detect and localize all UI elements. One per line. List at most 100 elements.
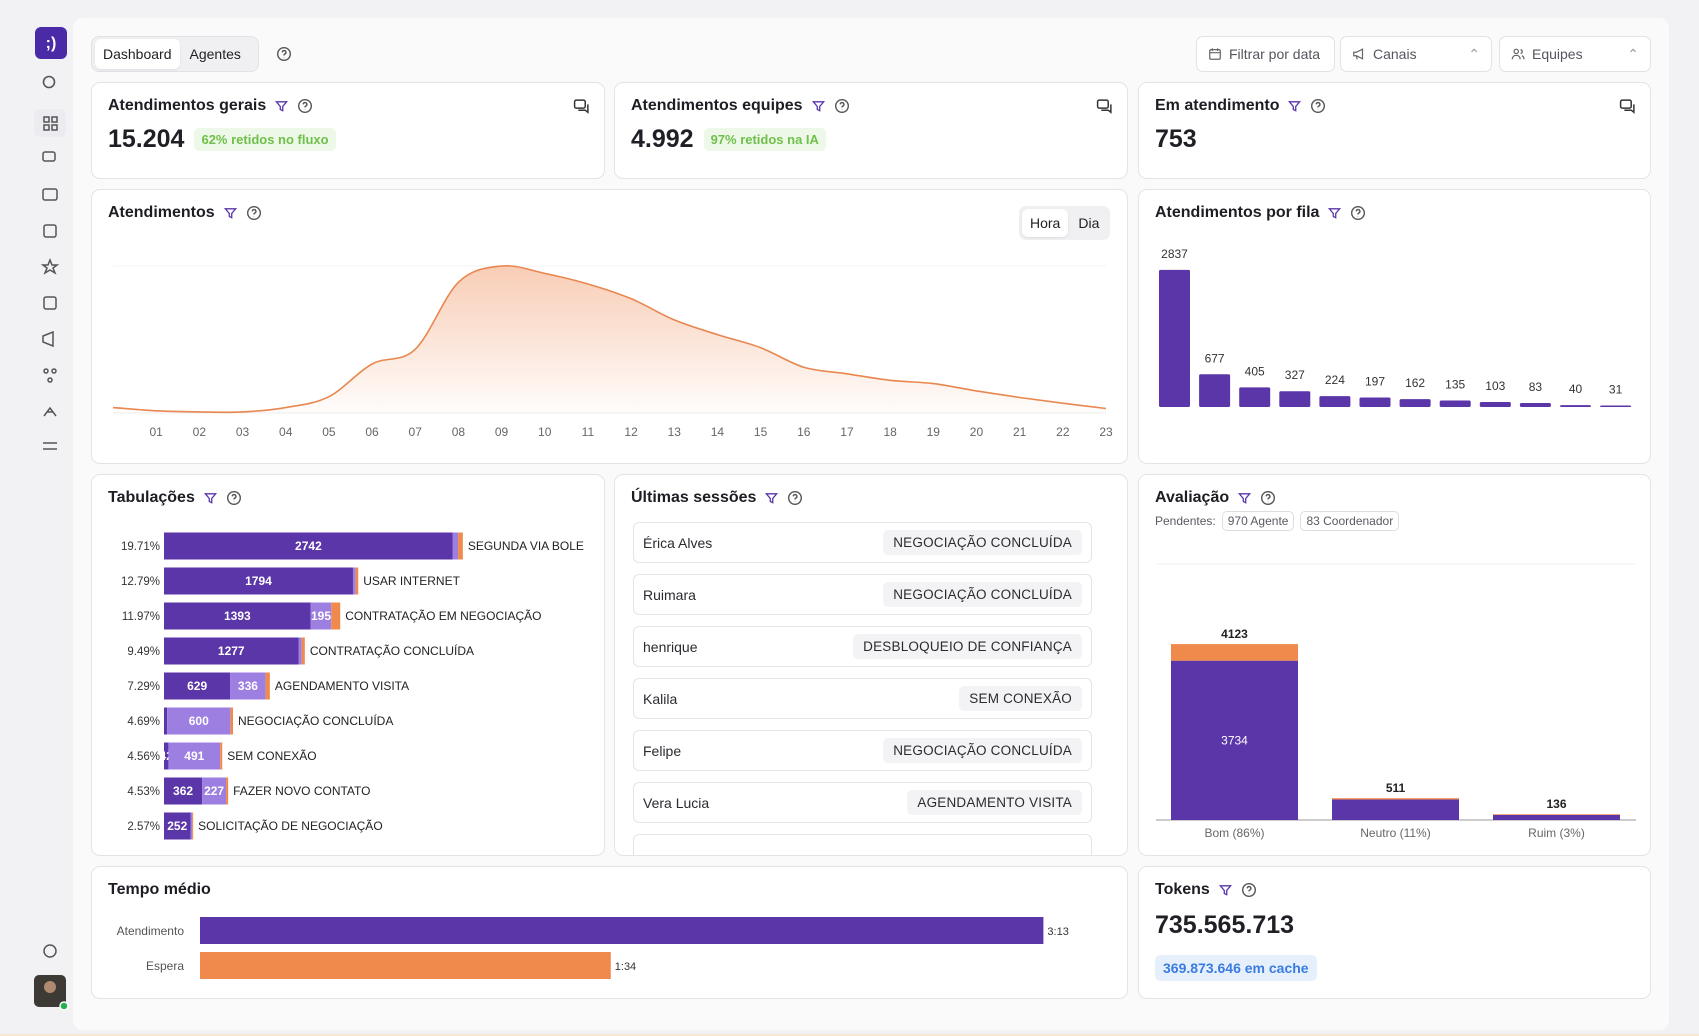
- head: [1513, 48, 1520, 55]
- bar: [1159, 269, 1190, 407]
- hbar-chart: Atendimento 3:13 Espera 1:34: [117, 917, 1069, 979]
- kpi-value: 753: [1155, 125, 1197, 153]
- nav-reports[interactable]: [43, 296, 57, 310]
- session-row[interactable]: Felipe NEGOCIAÇÃO CONCLUÍDA: [633, 730, 1092, 771]
- data-label: 162: [1405, 376, 1425, 390]
- chat-icon[interactable]: [573, 98, 590, 115]
- kpi-badge: 62% retidos no fluxo: [194, 128, 336, 151]
- view-tabs: Dashboard Agentes: [91, 36, 259, 72]
- filter-icon[interactable]: [223, 206, 238, 221]
- teams-select[interactable]: Equipes ⌃: [1499, 36, 1651, 72]
- filter-icon[interactable]: [203, 491, 218, 506]
- help-icon[interactable]: [1310, 98, 1326, 114]
- nav-settings[interactable]: [43, 442, 57, 450]
- card-title: Tempo médio: [108, 881, 211, 898]
- help-icon[interactable]: [297, 98, 313, 114]
- chart-card: 01 02 03 04 05 06 07 08 09 10 11 12 13 14 15 16 17 18 19 20…: [91, 189, 1128, 464]
- kpi-value: 4.992: [631, 125, 694, 153]
- help-mark: [1265, 493, 1271, 502]
- filter-icon[interactable]: [811, 99, 826, 114]
- channels-select[interactable]: Canais ⌃: [1340, 36, 1492, 72]
- category-label: SOLICITAÇÃO DE NEGOCIAÇÃO: [198, 819, 382, 833]
- card-header: Atendimentos gerais: [108, 97, 313, 115]
- x-tick-label: 09: [495, 425, 509, 439]
- bar-segment: [164, 672, 231, 700]
- help-icon[interactable]: [1260, 490, 1276, 506]
- help-icon[interactable]: [1350, 205, 1366, 221]
- chevron: ⌃: [1627, 45, 1639, 62]
- segment-label: 227: [204, 784, 224, 798]
- logo[interactable]: [35, 27, 67, 59]
- x-tick-label: 16: [797, 425, 811, 439]
- x-tick-label: 10: [538, 425, 552, 439]
- filter-icon[interactable]: [274, 99, 289, 114]
- tab[interactable]: Agentes: [189, 46, 241, 62]
- x-tick-label: 18: [883, 425, 897, 439]
- toggle-option[interactable]: Dia: [1078, 215, 1100, 231]
- nav-favorites[interactable]: [40, 257, 60, 275]
- bar-segment: [1332, 799, 1459, 820]
- help-icon[interactable]: [787, 490, 803, 506]
- bubble-back: [578, 104, 589, 114]
- value-label: 1:34: [615, 961, 636, 973]
- segment-label: 2742: [295, 539, 322, 553]
- help-icon[interactable]: [1241, 882, 1257, 898]
- tab[interactable]: Dashboard: [95, 39, 180, 69]
- nav-flows[interactable]: [43, 368, 49, 374]
- filter-icon[interactable]: [1287, 99, 1302, 114]
- filter-icon[interactable]: [1218, 883, 1233, 898]
- session-row[interactable]: Vera Lucia AGENDAMENTO VISITA: [633, 782, 1092, 823]
- bar-chart: 2837 677 405 327 224 197 162 135 103 83 40 31: [1159, 247, 1632, 407]
- icon: [274, 99, 289, 114]
- session-row[interactable]: Érica Alves NEGOCIAÇÃO CONCLUÍDA: [633, 522, 1092, 563]
- nav-ai[interactable]: [43, 406, 57, 417]
- help-icon[interactable]: [276, 46, 292, 62]
- category-label: USAR INTERNET: [363, 574, 460, 588]
- date-filter[interactable]: Filtrar por data: [1196, 36, 1335, 72]
- bar: [200, 952, 611, 979]
- card-title: Atendimentos gerais: [108, 97, 267, 114]
- search-icon[interactable]: [42, 75, 56, 89]
- segment-label: 336: [238, 679, 258, 693]
- bar-segment: [230, 707, 233, 735]
- filter-icon[interactable]: [764, 491, 779, 506]
- filter-icon[interactable]: [1237, 491, 1252, 506]
- x-tick-label: 03: [236, 425, 250, 439]
- toggle-option[interactable]: Hora: [1022, 209, 1069, 237]
- filter-icon[interactable]: [1327, 206, 1342, 221]
- card-title: Avaliação: [1155, 489, 1230, 506]
- nav-chat[interactable]: [42, 151, 56, 162]
- x-tick-label: Ruim (3%): [1528, 826, 1585, 840]
- data-label: 31: [1609, 383, 1623, 397]
- session-row[interactable]: Ruimara NEGOCIAÇÃO CONCLUÍDA: [633, 574, 1092, 615]
- help-icon[interactable]: [226, 490, 242, 506]
- icon: [1218, 883, 1233, 898]
- status-dot: [59, 1001, 69, 1011]
- nav-inbox[interactable]: [42, 188, 58, 201]
- bar: [1359, 397, 1391, 407]
- session-row[interactable]: Kalila SEM CONEXÃO: [633, 678, 1092, 719]
- nav-dashboard[interactable]: [43, 116, 50, 123]
- icon: [1619, 98, 1636, 115]
- chat-icon[interactable]: [1096, 98, 1113, 115]
- nav-contacts[interactable]: [43, 224, 57, 238]
- icon: [1327, 206, 1342, 221]
- bar-segment: [220, 742, 223, 770]
- bar-segment: [1493, 814, 1620, 820]
- help-mark: [1356, 208, 1362, 217]
- session-name: Érica Alves: [643, 534, 713, 551]
- help-icon[interactable]: [246, 205, 262, 221]
- data-label: 677: [1205, 351, 1225, 365]
- card-header: Atendimentos equipes: [631, 97, 850, 115]
- avatar-face: [44, 981, 56, 993]
- card-header: Últimas sessões: [631, 489, 803, 507]
- nav-campaigns[interactable]: [42, 330, 54, 348]
- card-title: Tokens: [1155, 881, 1210, 898]
- nav-help[interactable]: [43, 944, 57, 958]
- help-icon[interactable]: [834, 98, 850, 114]
- kpi-card: Atendimentos equipes 4.992 97% retidos na…: [614, 82, 1128, 179]
- card-header: Avaliação: [1155, 489, 1276, 507]
- chat-icon[interactable]: [1619, 98, 1636, 115]
- session-row[interactable]: henrique DESBLOQUEIO DE CONFIANÇA: [633, 626, 1092, 667]
